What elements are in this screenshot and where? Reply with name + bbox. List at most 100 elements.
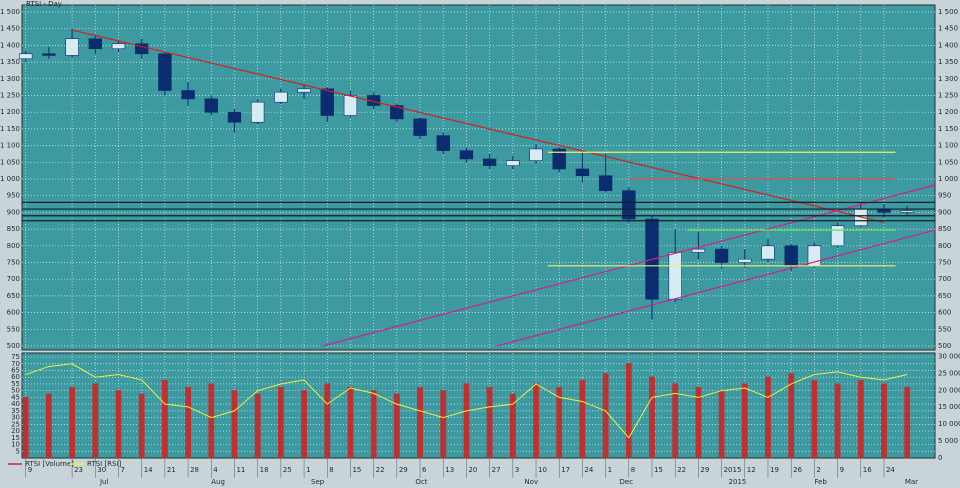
volume-bar [834, 383, 841, 458]
x-tick-label: 25 [283, 466, 292, 474]
candle-body [343, 95, 358, 116]
x-tick-label: 9 [28, 466, 32, 474]
y2-tick-label: 0 [938, 454, 942, 462]
volume-bar [440, 390, 447, 458]
month-label: 2015 [729, 478, 747, 486]
y-tick-label: 650 [7, 292, 20, 300]
y-tick-label: 1 200 [938, 108, 958, 116]
candle-body [598, 175, 613, 191]
volume-bar [625, 363, 632, 458]
volume-bar [324, 383, 331, 458]
rsi-line [25, 363, 908, 439]
x-tick-label: 28 [190, 466, 199, 474]
y-tick-label: 500 [7, 342, 20, 350]
candle-body [297, 88, 311, 93]
y2-tick-label: 25 000 [938, 369, 960, 377]
y2-tick-label: 30 000 [938, 352, 960, 360]
x-tick-label: 20 [468, 466, 477, 474]
x-tick-label: 12 [747, 466, 756, 474]
volume-bar [486, 386, 493, 458]
y-tick-label: 1 350 [938, 58, 958, 66]
x-tick-label: 3 [515, 466, 519, 474]
y-tick-label: 1 450 [938, 25, 958, 33]
x-tick-label: 9 [840, 466, 844, 474]
candle-body [181, 90, 195, 100]
y-tick-label: 800 [938, 242, 951, 250]
volume-bar [881, 383, 887, 458]
candle-body [506, 160, 520, 166]
y-tick-label: 1 450 [0, 25, 20, 33]
candle-body [390, 105, 404, 120]
x-tick-label: 13 [445, 466, 454, 474]
candle-body [761, 245, 775, 260]
x-tick-label: 8 [329, 466, 333, 474]
volume-bar [92, 383, 99, 458]
y-tick-label: 70 [11, 360, 20, 368]
y-tick-label: 1 000 [938, 175, 958, 183]
x-tick-label: 18 [260, 466, 269, 474]
y-tick-label: 50 [11, 387, 20, 395]
x-tick-label: 6 [422, 466, 427, 474]
candle-body [459, 150, 474, 160]
x-tick-label: 22 [677, 466, 686, 474]
volume-bar [579, 380, 586, 458]
volume-bar [556, 386, 563, 458]
y-tick-label: 25 [11, 420, 20, 428]
candle-body [250, 101, 265, 123]
volume-bar [509, 393, 516, 458]
candle-body [622, 190, 636, 220]
volume-bar [788, 373, 795, 458]
x-tick-label: 23 [74, 466, 83, 474]
y-tick-label: 950 [938, 192, 951, 200]
y2-tick-label: 15 000 [938, 403, 960, 411]
volume-bar [718, 390, 725, 458]
x-tick-label: 2 [816, 466, 820, 474]
y-tick-label: 20 [11, 427, 20, 435]
candle-body [65, 38, 79, 56]
month-label: Nov [524, 478, 538, 486]
y-tick-label: 65 [11, 367, 20, 375]
month-label: Jul [99, 478, 109, 486]
candle-body [320, 88, 334, 116]
candle-body [436, 135, 450, 151]
x-tick-label: 8 [631, 466, 635, 474]
candle-body [158, 53, 172, 91]
indicator-panel [21, 352, 936, 459]
x-tick-label: 10 [538, 466, 547, 474]
x-tick-label: 17 [561, 466, 570, 474]
y-tick-label: 1 050 [938, 158, 958, 166]
volume-bar [46, 393, 52, 458]
y-tick-label: 500 [938, 342, 951, 350]
candle-body [135, 43, 149, 55]
x-tick-label: 30 [97, 466, 106, 474]
volume-bar [22, 397, 29, 458]
y-tick-label: 1 100 [938, 142, 958, 150]
candle-body [42, 53, 56, 56]
x-tick-label: 16 [863, 466, 872, 474]
y-tick-label: 1 350 [0, 58, 20, 66]
y-tick-label: 750 [7, 258, 20, 266]
month-label: Feb [814, 478, 827, 486]
x-tick-label: 7 [120, 466, 124, 474]
candle-body [529, 148, 543, 161]
candle-body [111, 43, 126, 50]
volume-bar [277, 386, 284, 458]
x-tick-label: 24 [886, 466, 895, 474]
volume-bar [741, 383, 748, 458]
y-tick-label: 1 300 [0, 75, 20, 83]
y-tick-label: 30 [11, 414, 20, 422]
volume-bar [301, 390, 307, 458]
legend-label: RTSI [Volume] [25, 460, 74, 468]
y-tick-label: 15 [11, 434, 20, 442]
month-label: Aug [211, 478, 225, 486]
y-tick-label: 35 [11, 407, 20, 415]
x-tick-label: 19 [770, 466, 779, 474]
y-tick-label: 40 [11, 400, 20, 408]
volume-bar [811, 380, 818, 458]
y-tick-label: 1 100 [0, 142, 20, 150]
y-tick-label: 550 [938, 325, 951, 333]
volume-bar [463, 383, 470, 458]
y-tick-label: 1 050 [0, 158, 20, 166]
x-tick-label: 11 [236, 466, 245, 474]
y-tick-label: 75 [11, 353, 20, 361]
